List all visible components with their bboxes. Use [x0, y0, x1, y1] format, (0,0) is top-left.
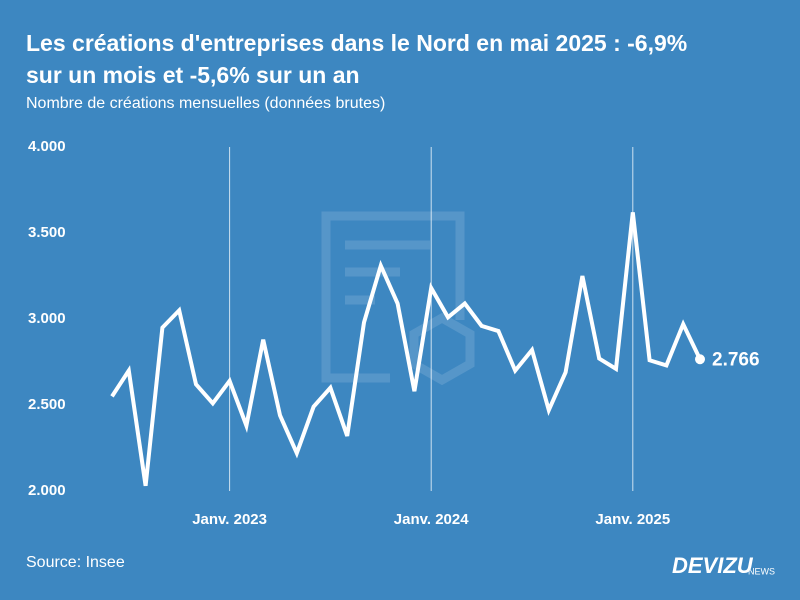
- y-tick-label: 3.500: [28, 224, 66, 241]
- x-tick-label: Janv. 2025: [595, 511, 670, 528]
- line: [110, 212, 702, 487]
- source: Source: Insee: [26, 554, 125, 571]
- data-label: 2.766: [712, 349, 760, 370]
- x-tick-label: Janv. 2023: [192, 511, 267, 528]
- brand-suffix: NEWS: [748, 566, 775, 576]
- chart-subtitle: Nombre de créations mensuelles (données …: [26, 95, 385, 112]
- y-tick-label: 2.000: [28, 482, 66, 499]
- x-tick-label: Janv. 2024: [394, 511, 469, 528]
- y-tick-label: 4.000: [28, 138, 66, 155]
- chart-title: sur un mois et -5,6% sur un an: [26, 62, 360, 88]
- y-tick-label: 2.500: [28, 396, 66, 413]
- brand: DEVIZU: [672, 553, 754, 578]
- end-marker: [695, 354, 705, 365]
- chart-title: Les créations d'entreprises dans le Nord…: [26, 30, 687, 56]
- watermark: [321, 211, 475, 386]
- y-tick-label: 3.000: [28, 310, 66, 327]
